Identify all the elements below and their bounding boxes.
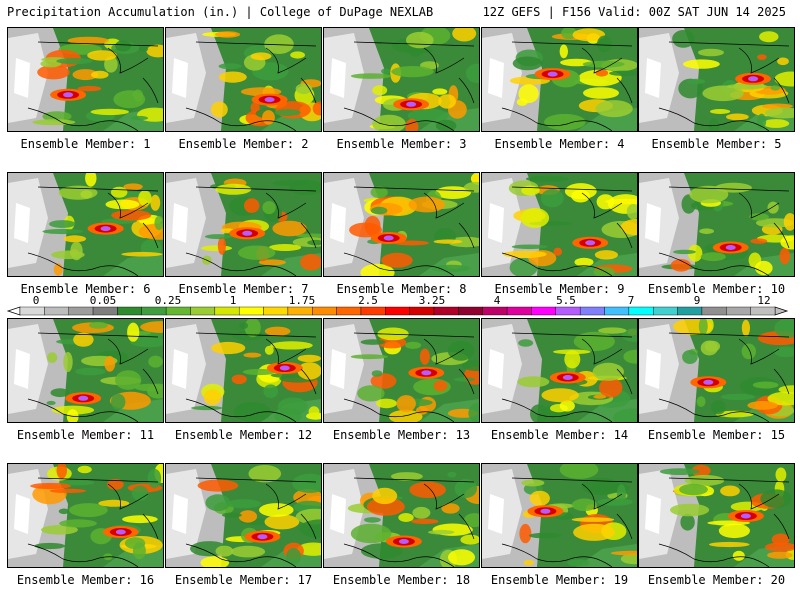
precip-map [481,463,638,568]
colorbar-tick-label: 12 [757,294,771,307]
member-label: Ensemble Member: 12 [174,428,313,442]
colorbar-tick-label: 0 [32,294,40,307]
colorbar-swatch [238,306,264,316]
colorbar-swatch [433,306,459,316]
colorbar-swatch [750,306,776,316]
member-label: Ensemble Member: 15 [647,428,786,442]
member-label: Ensemble Member: 9 [494,282,625,296]
colorbar-swatch [531,306,557,316]
colorbar-swatch [263,306,289,316]
member-label: Ensemble Member: 8 [336,282,467,296]
precip-map [323,27,480,132]
colorbar-swatch [653,306,678,316]
colorbar-swatch [409,306,435,316]
member-label: Ensemble Member: 3 [336,137,467,151]
colorbar-swatch [385,306,410,316]
colorbar-swatch [726,306,751,316]
member-label: Ensemble Member: 16 [16,573,155,587]
colorbar-tick-label: 2.5 [358,294,378,307]
member-label: Ensemble Member: 18 [332,573,471,587]
precip-map [638,27,795,132]
colorbar-swatch [336,306,362,316]
colorbar-swatch [579,306,605,316]
precip-colorbar: 0 0.05 0.25 1 1.75 2.5 3.25 4 5.5 7 9 12 [0,294,800,320]
colorbar-swatch [482,306,508,316]
colorbar-tick-label: 5.5 [556,294,576,307]
colorbar-swatch [701,306,727,316]
colorbar-swatch [117,306,142,316]
member-label: Ensemble Member: 19 [490,573,629,587]
header: Precipitation Accumulation (in.) | Colle… [0,0,800,24]
precip-map [165,172,322,277]
precip-map [7,172,164,277]
member-label: Ensemble Member: 6 [20,282,151,296]
colorbar-swatch [458,306,483,316]
colorbar-tick-label: 4 [493,294,501,307]
colorbar-swatch [19,306,45,316]
member-label: Ensemble Member: 17 [174,573,313,587]
precip-map [481,172,638,277]
colorbar-swatch [92,306,118,316]
member-label: Ensemble Member: 2 [178,137,309,151]
colorbar-swatch [44,306,69,316]
colorbar-tick-label: 1 [229,294,237,307]
member-label: Ensemble Member: 1 [20,137,151,151]
precip-map [481,27,638,132]
colorbar-tick-label: 9 [693,294,701,307]
precip-map [638,318,795,423]
colorbar-swatch [141,306,167,316]
precip-map [165,27,322,132]
member-label: Ensemble Member: 4 [494,137,625,151]
colorbar-tick-label: 7 [627,294,635,307]
colorbar-swatch [555,306,581,316]
colorbar-tick-label: 0.05 [89,294,117,307]
member-label: Ensemble Member: 13 [332,428,471,442]
precip-map [165,463,322,568]
precip-map [323,172,480,277]
colorbar-swatch [190,306,216,316]
colorbar-swatch [604,306,630,316]
precip-map [7,463,164,568]
precip-map [165,318,322,423]
member-label: Ensemble Member: 20 [647,573,786,587]
member-label: Ensemble Member: 7 [178,282,309,296]
colorbar-tick-label: 3.25 [418,294,446,307]
member-label: Ensemble Member: 11 [16,428,155,442]
colorbar-swatch [360,306,386,316]
member-label: Ensemble Member: 5 [651,137,782,151]
colorbar-swatch [68,306,94,316]
precip-map [7,318,164,423]
colorbar-max-arrow [774,306,789,316]
colorbar-tick-label: 1.75 [288,294,316,307]
precip-map [638,172,795,277]
colorbar-swatch [506,306,532,316]
colorbar-swatch [165,306,191,316]
colorbar-min-arrow [6,306,21,316]
precip-map [323,463,480,568]
colorbar-swatch [214,306,240,316]
product-title: Precipitation Accumulation (in.) | Colle… [7,5,434,19]
colorbar-swatch [312,306,337,316]
colorbar-swatch [677,306,703,316]
run-valid-time: 12Z GEFS | F156 Valid: 00Z SAT JUN 14 20… [482,5,786,19]
member-label: Ensemble Member: 10 [647,282,786,296]
precip-map [481,318,638,423]
precip-map [323,318,480,423]
colorbar-tick-label: 0.25 [154,294,182,307]
precip-map [7,27,164,132]
member-label: Ensemble Member: 14 [490,428,629,442]
precip-map [638,463,795,568]
colorbar-scale [6,306,789,316]
colorbar-swatch [628,306,654,316]
colorbar-swatch [287,306,313,316]
